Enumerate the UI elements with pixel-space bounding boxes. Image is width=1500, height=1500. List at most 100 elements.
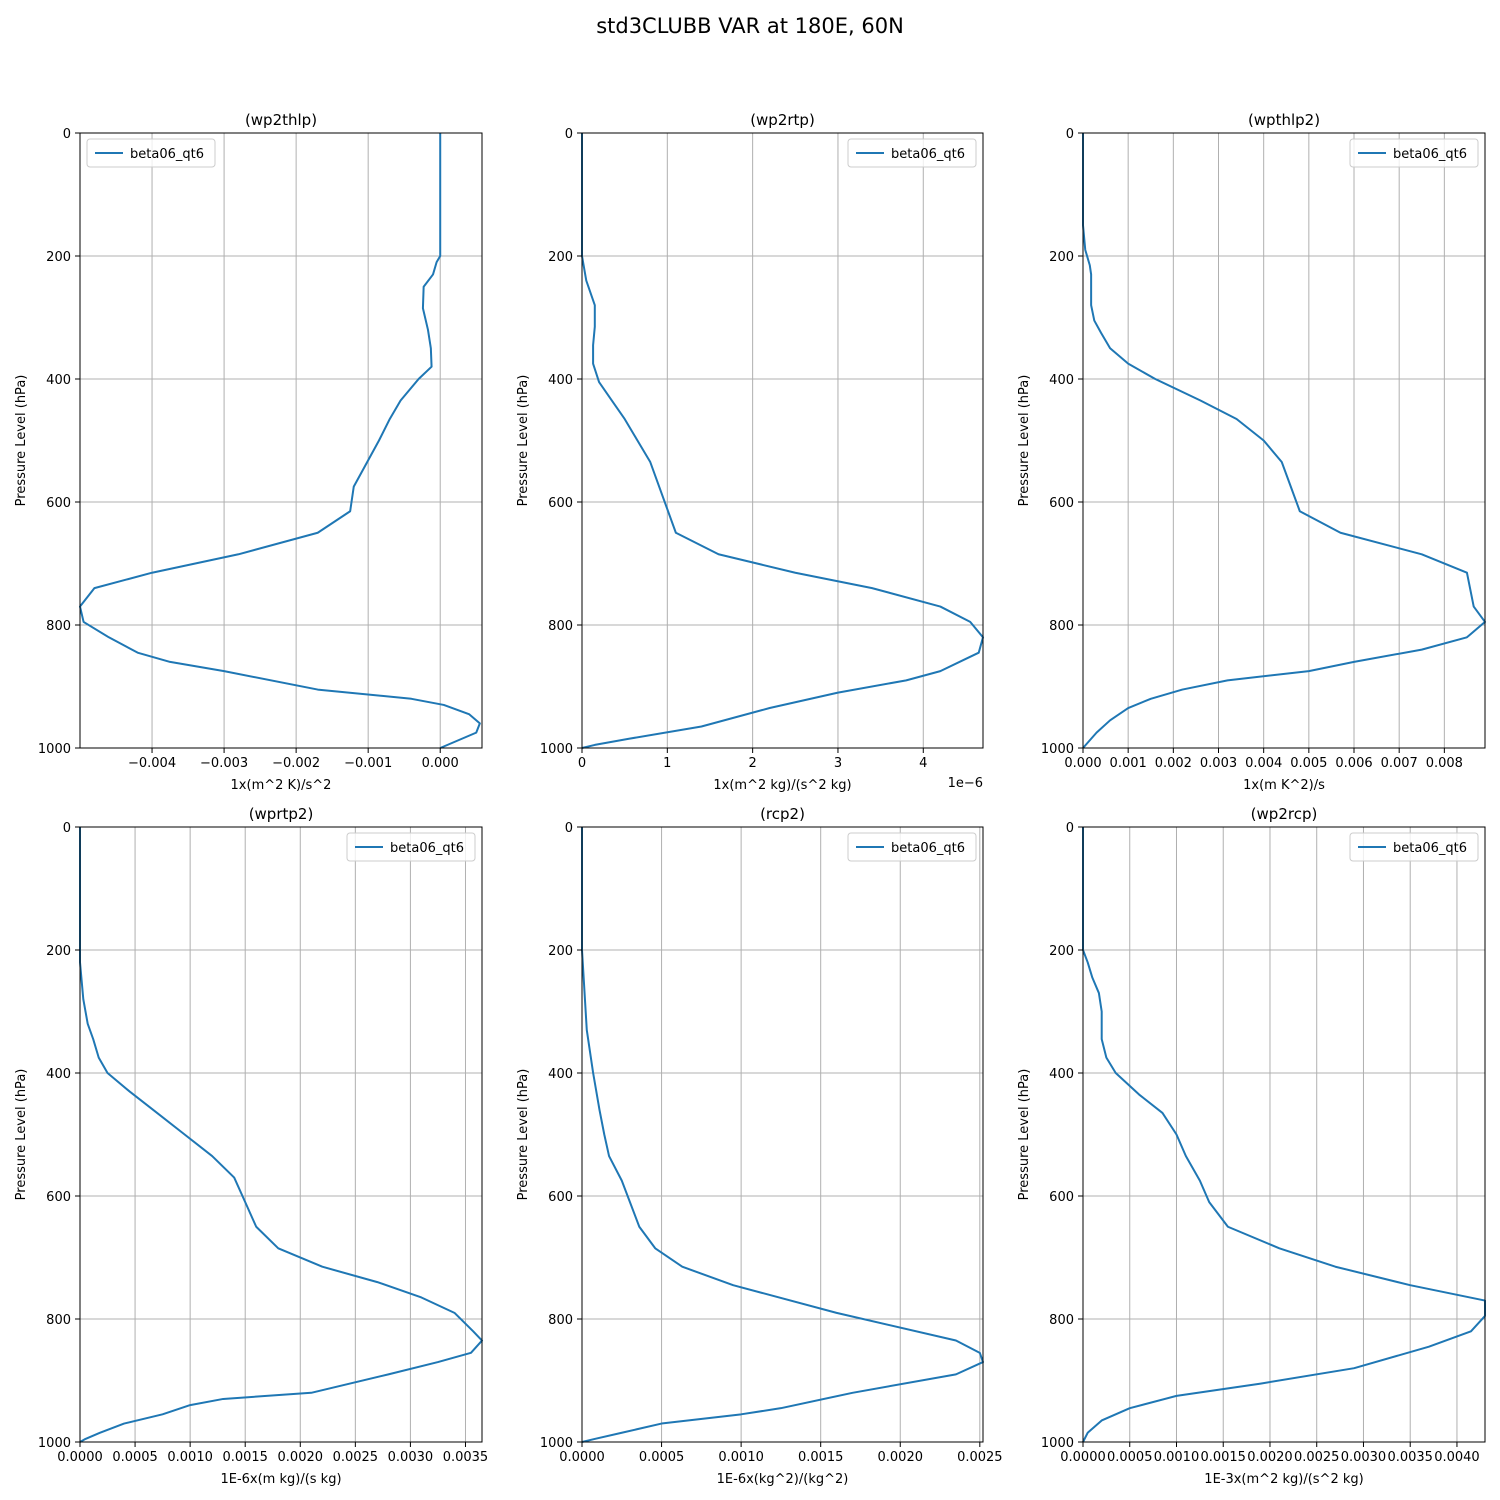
y-axis-label: Pressure Level (hPa) [516,375,531,507]
y-tick-label: 400 [1049,373,1074,388]
x-offset-text: 1e−6 [948,776,983,791]
x-tick-label: 4 [919,756,927,771]
axes-frame [1082,826,1486,1443]
legend-label: beta06_qt6 [1393,841,1467,856]
x-axis-label: 1E-3x(m^2 kg)/(s^2 kg) [1204,1472,1363,1487]
y-tick-label: 800 [548,1313,573,1328]
x-tick-label: 0.001 [1110,756,1147,771]
x-tick-label: −0.001 [344,756,392,771]
subplot-title: (wp2rtp) [750,111,815,129]
x-tick-label: 0.0000 [559,1450,605,1465]
x-tick-label: 0.0000 [1060,1450,1106,1465]
subplot-title: (wpthlp2) [1248,111,1320,129]
y-tick-label: 200 [548,250,573,265]
subplot-title: (wprtp2) [249,805,314,823]
y-tick-label: 600 [548,496,573,511]
y-tick-label: 400 [46,373,71,388]
x-tick-label: 0.0015 [1200,1450,1246,1465]
x-axis-label: 1E-6x(m kg)/(s kg) [220,1472,341,1487]
legend-label: beta06_qt6 [390,841,464,856]
y-tick-label: 0 [1066,821,1074,836]
axes-frame [581,826,984,1443]
x-tick-label: 0.0035 [443,1450,489,1465]
x-tick-label: 0.000 [422,756,459,771]
x-tick-label: 0.0020 [1247,1450,1293,1465]
x-tick-label: 0 [578,756,586,771]
subplot-5: 0.0000 0.0005 0.0010 0.0015 0.0020 0.0025 0 200… [516,805,1003,1487]
y-axis-label: Pressure Level (hPa) [1017,1069,1032,1201]
x-tick-label: 0.0010 [1154,1450,1200,1465]
y-tick-label: 200 [548,944,573,959]
subplot-title: (wp2thlp) [245,111,317,129]
x-tick-label: 0.0005 [639,1450,685,1465]
x-tick-label: −0.004 [128,756,176,771]
y-tick-label: 800 [46,1313,71,1328]
legend-box [847,138,977,168]
x-tick-label: 0.003 [1200,756,1237,771]
y-tick-label: 800 [548,619,573,634]
y-tick-label: 400 [1049,1067,1074,1082]
x-tick-label: 0.000 [1064,756,1101,771]
x-tick-label: 0.0025 [1294,1450,1340,1465]
y-tick-label: 600 [548,1190,573,1205]
y-tick-label: 0 [1066,127,1074,142]
y-tick-label: 400 [46,1067,71,1082]
y-tick-label: 1000 [540,1436,573,1451]
x-tick-label: 0.0000 [57,1450,103,1465]
y-tick-label: 600 [1049,1190,1074,1205]
axes-frame [79,132,483,749]
series-line-beta06_qt6 [581,133,984,749]
x-tick-label: 0.0005 [1107,1450,1153,1465]
x-axis-label: 1x(m K^2)/s [1243,778,1325,793]
y-tick-label: 400 [548,373,573,388]
axes-frame [581,132,984,749]
subplot-6: 0.0000 0.0005 0.0010 0.0015 0.0020 0.0025 0.00… [1017,805,1486,1487]
axes-frame [79,826,483,1443]
x-tick-label: −0.002 [272,756,320,771]
y-tick-label: 200 [1049,944,1074,959]
subplot-4: 0.0000 0.0005 0.0010 0.0015 0.0020 0.0025 0.00… [14,805,488,1487]
x-tick-label: 0.0020 [278,1450,324,1465]
x-tick-label: 0.0020 [878,1450,924,1465]
subplot-title: (wp2rcp) [1251,805,1318,823]
y-tick-label: 200 [46,944,71,959]
x-tick-label: 0.0010 [167,1450,213,1465]
legend-label: beta06_qt6 [891,147,965,162]
legend-box [86,138,216,168]
x-tick-label: −0.003 [200,756,248,771]
y-tick-label: 0 [565,821,573,836]
x-tick-label: 0.005 [1290,756,1327,771]
axes-frame [1082,132,1486,749]
x-tick-label: 0.0015 [798,1450,844,1465]
x-tick-label: 3 [834,756,842,771]
x-tick-label: 2 [748,756,756,771]
x-tick-label: 0.0030 [388,1450,434,1465]
y-tick-label: 600 [46,1190,71,1205]
x-tick-label: 0.0025 [957,1450,1003,1465]
subplot-2: 0 1 2 3 4 0 200 400 600 800 1000 (wp2rtp) 1x(m^2 kg)… [516,111,984,793]
legend-label: beta06_qt6 [891,841,965,856]
y-axis-label: Pressure Level (hPa) [14,1069,29,1201]
y-tick-label: 1000 [540,742,573,757]
x-tick-label: 0.006 [1335,756,1372,771]
y-tick-label: 800 [46,619,71,634]
y-tick-label: 1000 [38,1436,71,1451]
y-tick-label: 1000 [38,742,71,757]
legend-box [346,832,476,862]
y-tick-label: 1000 [1041,1436,1074,1451]
y-axis-label: Pressure Level (hPa) [14,375,29,507]
x-tick-label: 0.0015 [222,1450,268,1465]
subplot-3: 0.000 0.001 0.002 0.003 0.004 0.005 0.006 0.007… [1017,111,1486,793]
y-tick-label: 0 [63,127,71,142]
y-tick-label: 200 [46,250,71,265]
series-line-beta06_qt6 [79,827,483,1443]
x-axis-label: 1x(m^2 K)/s^2 [231,778,332,793]
x-axis-label: 1x(m^2 kg)/(s^2 kg) [713,778,851,793]
series-line-beta06_qt6 [581,827,984,1443]
y-axis-label: Pressure Level (hPa) [1017,375,1032,507]
x-tick-label: 0.004 [1245,756,1282,771]
series-line-beta06_qt6 [1082,827,1486,1443]
legend-box [1349,832,1479,862]
